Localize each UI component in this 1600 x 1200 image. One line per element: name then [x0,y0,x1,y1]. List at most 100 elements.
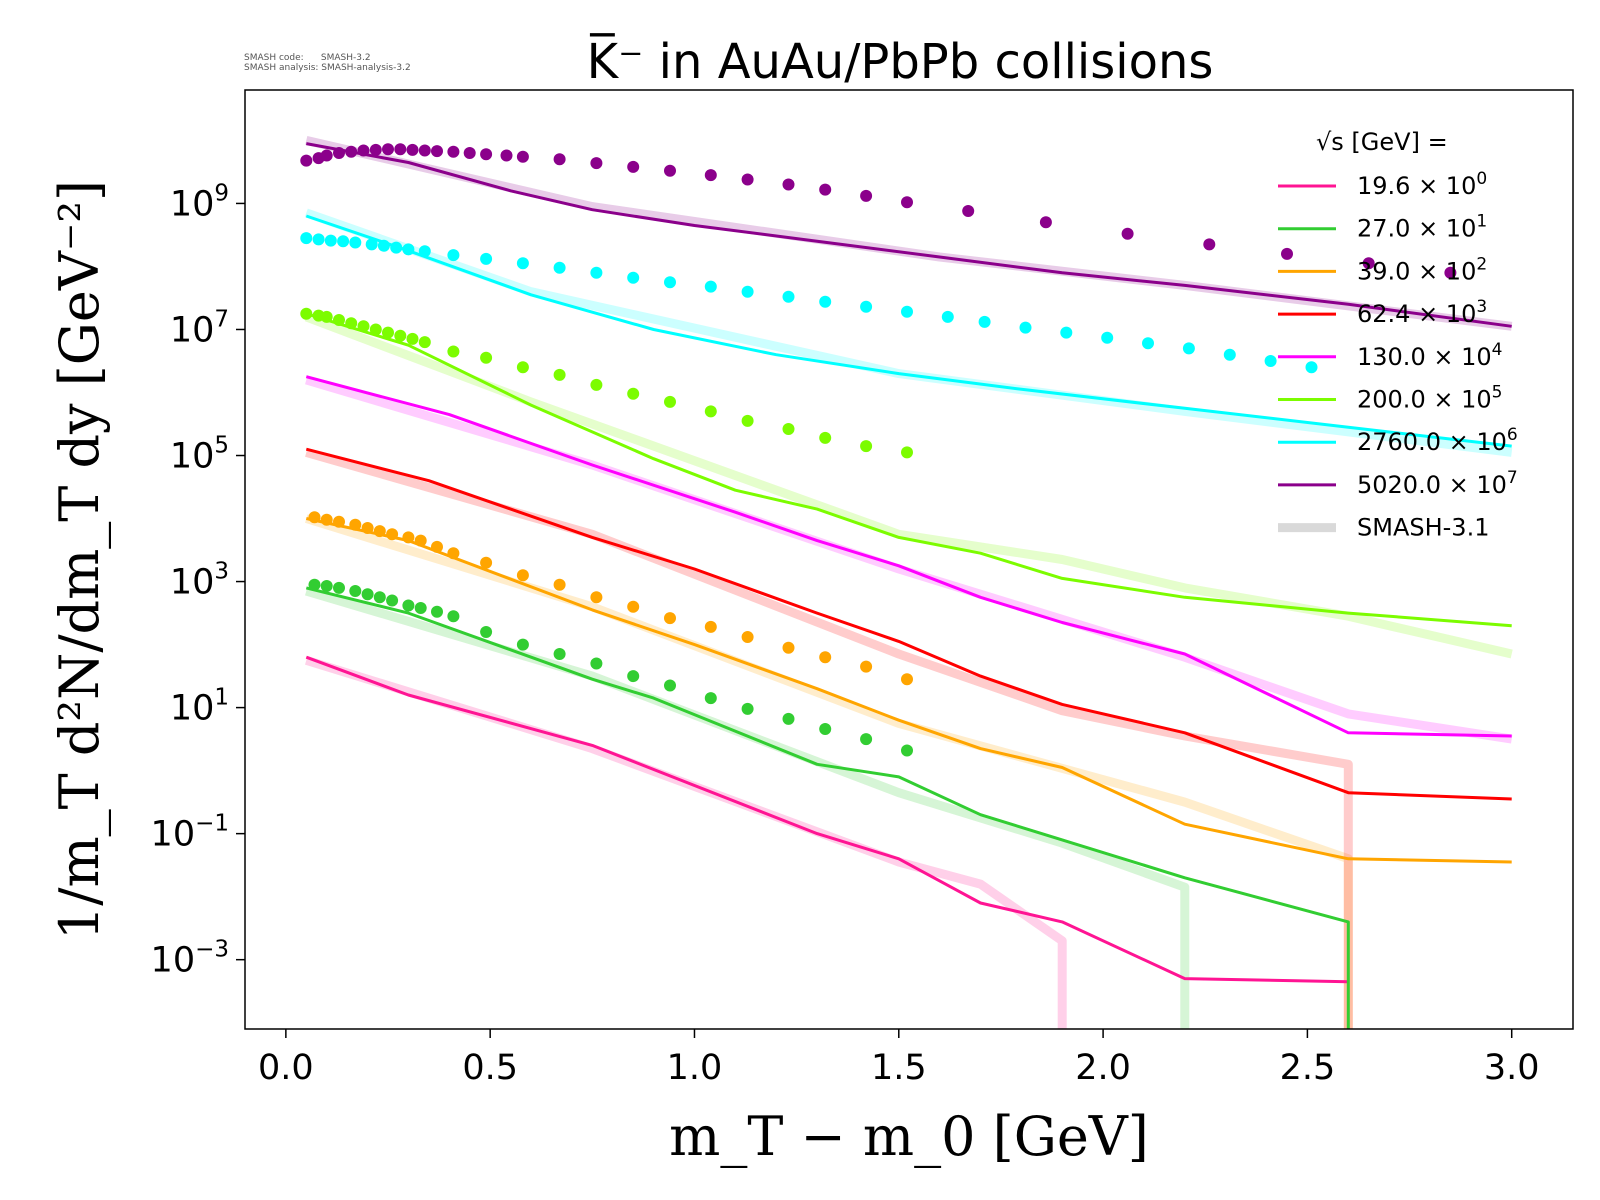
series-6-data-point-19 [782,290,795,303]
y-axis: 109 107 105 103 101 10−1 10−3 [151,180,245,981]
series-6-data-point-28 [1142,337,1154,350]
series-0-smash32-line [305,655,1349,984]
series-7-data-point-8 [394,143,407,156]
series-1-smash32-line [305,586,1350,1029]
series-7-data-point-12 [447,145,460,158]
series-6-data-point-26 [1060,326,1073,339]
series-2-data-point-15 [627,600,640,613]
series-7-data-point-24 [819,183,832,196]
series-6-data-point-30 [1223,348,1236,361]
series-2-data-point-13 [553,578,566,591]
series-2-data-point-1 [320,513,333,526]
series-5-data-point-2 [320,310,333,323]
series-6-data-point-29 [1182,342,1195,355]
series-7-data-point-13 [463,147,476,159]
series-7-data-point-0 [300,154,313,167]
series-2-data-point-10 [447,547,460,560]
series-1-data-point-8 [414,602,427,614]
series-7-data-point-32 [1362,257,1375,270]
series-6-data-point-31 [1264,355,1277,367]
series-1-data-point-2 [333,581,345,594]
series-6-data-point-10 [447,249,460,262]
series-7-data-point-2 [320,149,333,162]
series-2-data-point-3 [349,518,362,531]
y-tick-label: 10−3 [151,937,229,981]
series-1-data-point-9 [431,605,443,618]
x-tick-label: 3.0 [1484,1048,1540,1088]
y-axis-label: 1/m_T d²N/dm_T dy [GeV⁻²] [48,180,111,940]
series-6-data-point-11 [480,252,493,265]
series-6-data-point-27 [1101,331,1114,344]
legend-label-1: 27.0 × 101 [1357,212,1487,243]
y-tick-label: 109 [170,180,229,224]
series-1-data-point-14 [590,657,603,670]
series-7-data-point-7 [382,143,394,156]
x-tick-label: 0.5 [462,1048,518,1088]
series-7-data-point-30 [1203,238,1216,251]
series-1-data-point-18 [741,702,754,715]
legend-label-4: 130.0 × 104 [1357,340,1502,371]
series-1-data-point-13 [553,648,566,660]
series-5-data-point-13 [516,361,529,374]
series-6-data-point-1 [312,233,325,246]
series-5-data-point-15 [590,378,603,391]
series-6-data-point-0 [300,232,313,245]
series-7-data-point-9 [406,143,419,156]
series-2-data-point-9 [431,540,443,553]
series-7-data-point-28 [1039,216,1052,229]
series-2-data-point-2 [333,515,345,528]
series-3-smash32-line [305,447,1512,801]
series-7-data-point-16 [516,150,529,163]
series-5-data-point-8 [394,329,407,342]
series-2-data-point-7 [402,531,415,544]
x-tick-label: 1.5 [871,1048,927,1088]
legend-label-0: 19.6 × 100 [1357,169,1487,200]
series-6-data-point-3 [337,235,350,248]
series-1-data-point-19 [782,712,795,725]
series-5-data-point-4 [345,317,358,330]
x-tick-label: 0.0 [258,1048,314,1088]
y-tick-label: 101 [170,685,229,729]
smash-analysis-version: SMASH analysis: SMASH-analysis-3.2 [244,63,411,73]
series-5-data-point-21 [819,431,832,444]
series-6-data-point-7 [390,241,403,254]
series-2-data-point-11 [480,556,493,569]
series-6-data-point-5 [365,238,378,251]
series-6-data-point-25 [1019,321,1032,334]
series-7-smash32-line [306,142,1512,328]
x-axis-label: m_T − m_0 [GeV] [669,1105,1149,1168]
series-2-data-point-4 [361,522,374,534]
series-7-data-point-15 [500,149,513,162]
series-7-data-point-5 [357,144,370,157]
series-2-data-point-0 [308,511,321,524]
series-5-data-point-22 [860,440,873,453]
series-7-data-point-18 [590,157,603,170]
legend-label-2: 39.0 × 102 [1357,254,1487,285]
series-5-smash31-band [304,312,1513,659]
series-6-data-point-20 [819,295,832,308]
series-2-data-point-8 [414,534,427,547]
series-6-data-point-18 [741,285,754,298]
legend: √s [GeV] = 19.6 × 100 27.0 × 101 39.0 × 102… [1278,128,1518,542]
series-7-data-point-31 [1281,247,1293,260]
series-2-data-point-17 [704,620,717,633]
series-6-data-point-15 [627,271,640,284]
series-6-data-point-21 [860,300,873,313]
series-2-data-point-12 [516,569,529,582]
series-2-data-point-5 [373,525,386,538]
series-6-data-point-13 [553,261,566,274]
series-5-data-point-23 [901,446,913,459]
y-tick-label: 103 [170,559,229,603]
series-6-data-point-16 [664,276,676,289]
series-5-data-point-7 [382,326,394,339]
series-5-data-point-14 [553,368,566,381]
series-6-data-point-12 [516,257,529,270]
x-tick-label: 1.0 [667,1048,723,1088]
series-6-data-point-4 [349,236,362,249]
series-7-data-point-10 [418,144,431,157]
series-5-data-point-5 [357,320,370,333]
series-1-data-point-5 [373,591,386,604]
plot-frame [244,89,1574,1030]
series-6-data-point-9 [418,245,431,258]
series-1-data-point-0 [308,578,321,591]
